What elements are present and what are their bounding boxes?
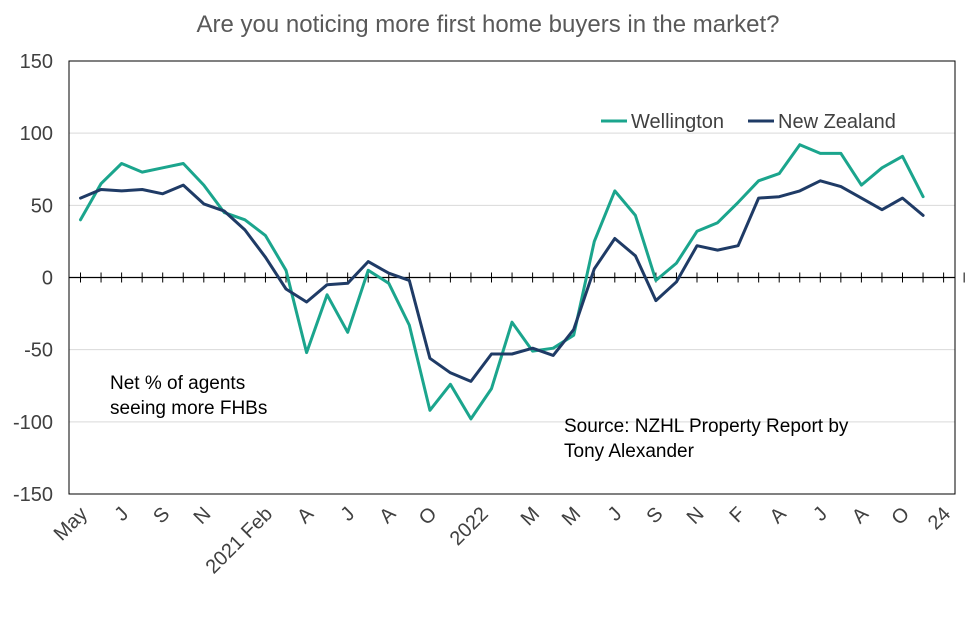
x-tick-label: O — [887, 503, 914, 530]
x-tick-label: N — [190, 503, 216, 529]
series-line-new-zealand — [79, 179, 925, 383]
annotations: Net % of agents seeing more FHBs Source: N… — [110, 373, 849, 462]
x-tick-label: M — [517, 503, 544, 530]
x-tick-label: A — [848, 503, 873, 528]
y-tick-label: 50 — [31, 195, 53, 217]
y-tick-label: -150 — [13, 484, 53, 506]
y-tick-label: 150 — [20, 51, 53, 73]
x-tick-label: 2022 — [446, 503, 493, 550]
chart-title: Are you noticing more first home buyers … — [197, 11, 780, 38]
legend-entry: Wellington — [631, 111, 724, 133]
y-tick-label: -100 — [13, 412, 53, 434]
x-tick-label: J — [111, 503, 134, 526]
x-tick-label: N — [683, 503, 709, 529]
x-tick-label: J — [604, 503, 627, 526]
annotation-source: Tony Alexander — [564, 441, 695, 462]
y-axis: 150 100 50 0 -50 -100 -150 — [13, 51, 53, 506]
legend-entry: New Zealand — [778, 111, 896, 133]
annotation-source: Source: NZHL Property Report by — [564, 416, 849, 437]
x-tick-label: J — [337, 503, 360, 526]
x-tick-label: 2021 Feb — [202, 503, 277, 578]
x-tick-label: S — [149, 503, 174, 528]
legend: Wellington New Zealand — [601, 111, 896, 133]
x-tick-label: May — [50, 503, 92, 545]
y-tick-label: 100 — [20, 123, 53, 145]
x-tick-label: 24 — [924, 503, 955, 534]
x-tick-label: J — [809, 503, 832, 526]
x-tick-label: F — [725, 503, 749, 527]
y-tick-label: -50 — [24, 340, 53, 362]
x-tick-label: A — [293, 503, 318, 528]
annotation-ylabel-note: Net % of agents — [110, 373, 245, 394]
x-tick-label: O — [415, 503, 442, 530]
x-tick-label: S — [642, 503, 667, 528]
series-lines — [79, 143, 925, 421]
x-tick-label: A — [375, 503, 400, 528]
annotation-ylabel-note: seeing more FHBs — [110, 398, 267, 419]
x-tick-label: A — [766, 503, 791, 528]
y-tick-label: 0 — [42, 268, 53, 290]
x-tick-label: M — [558, 503, 585, 530]
